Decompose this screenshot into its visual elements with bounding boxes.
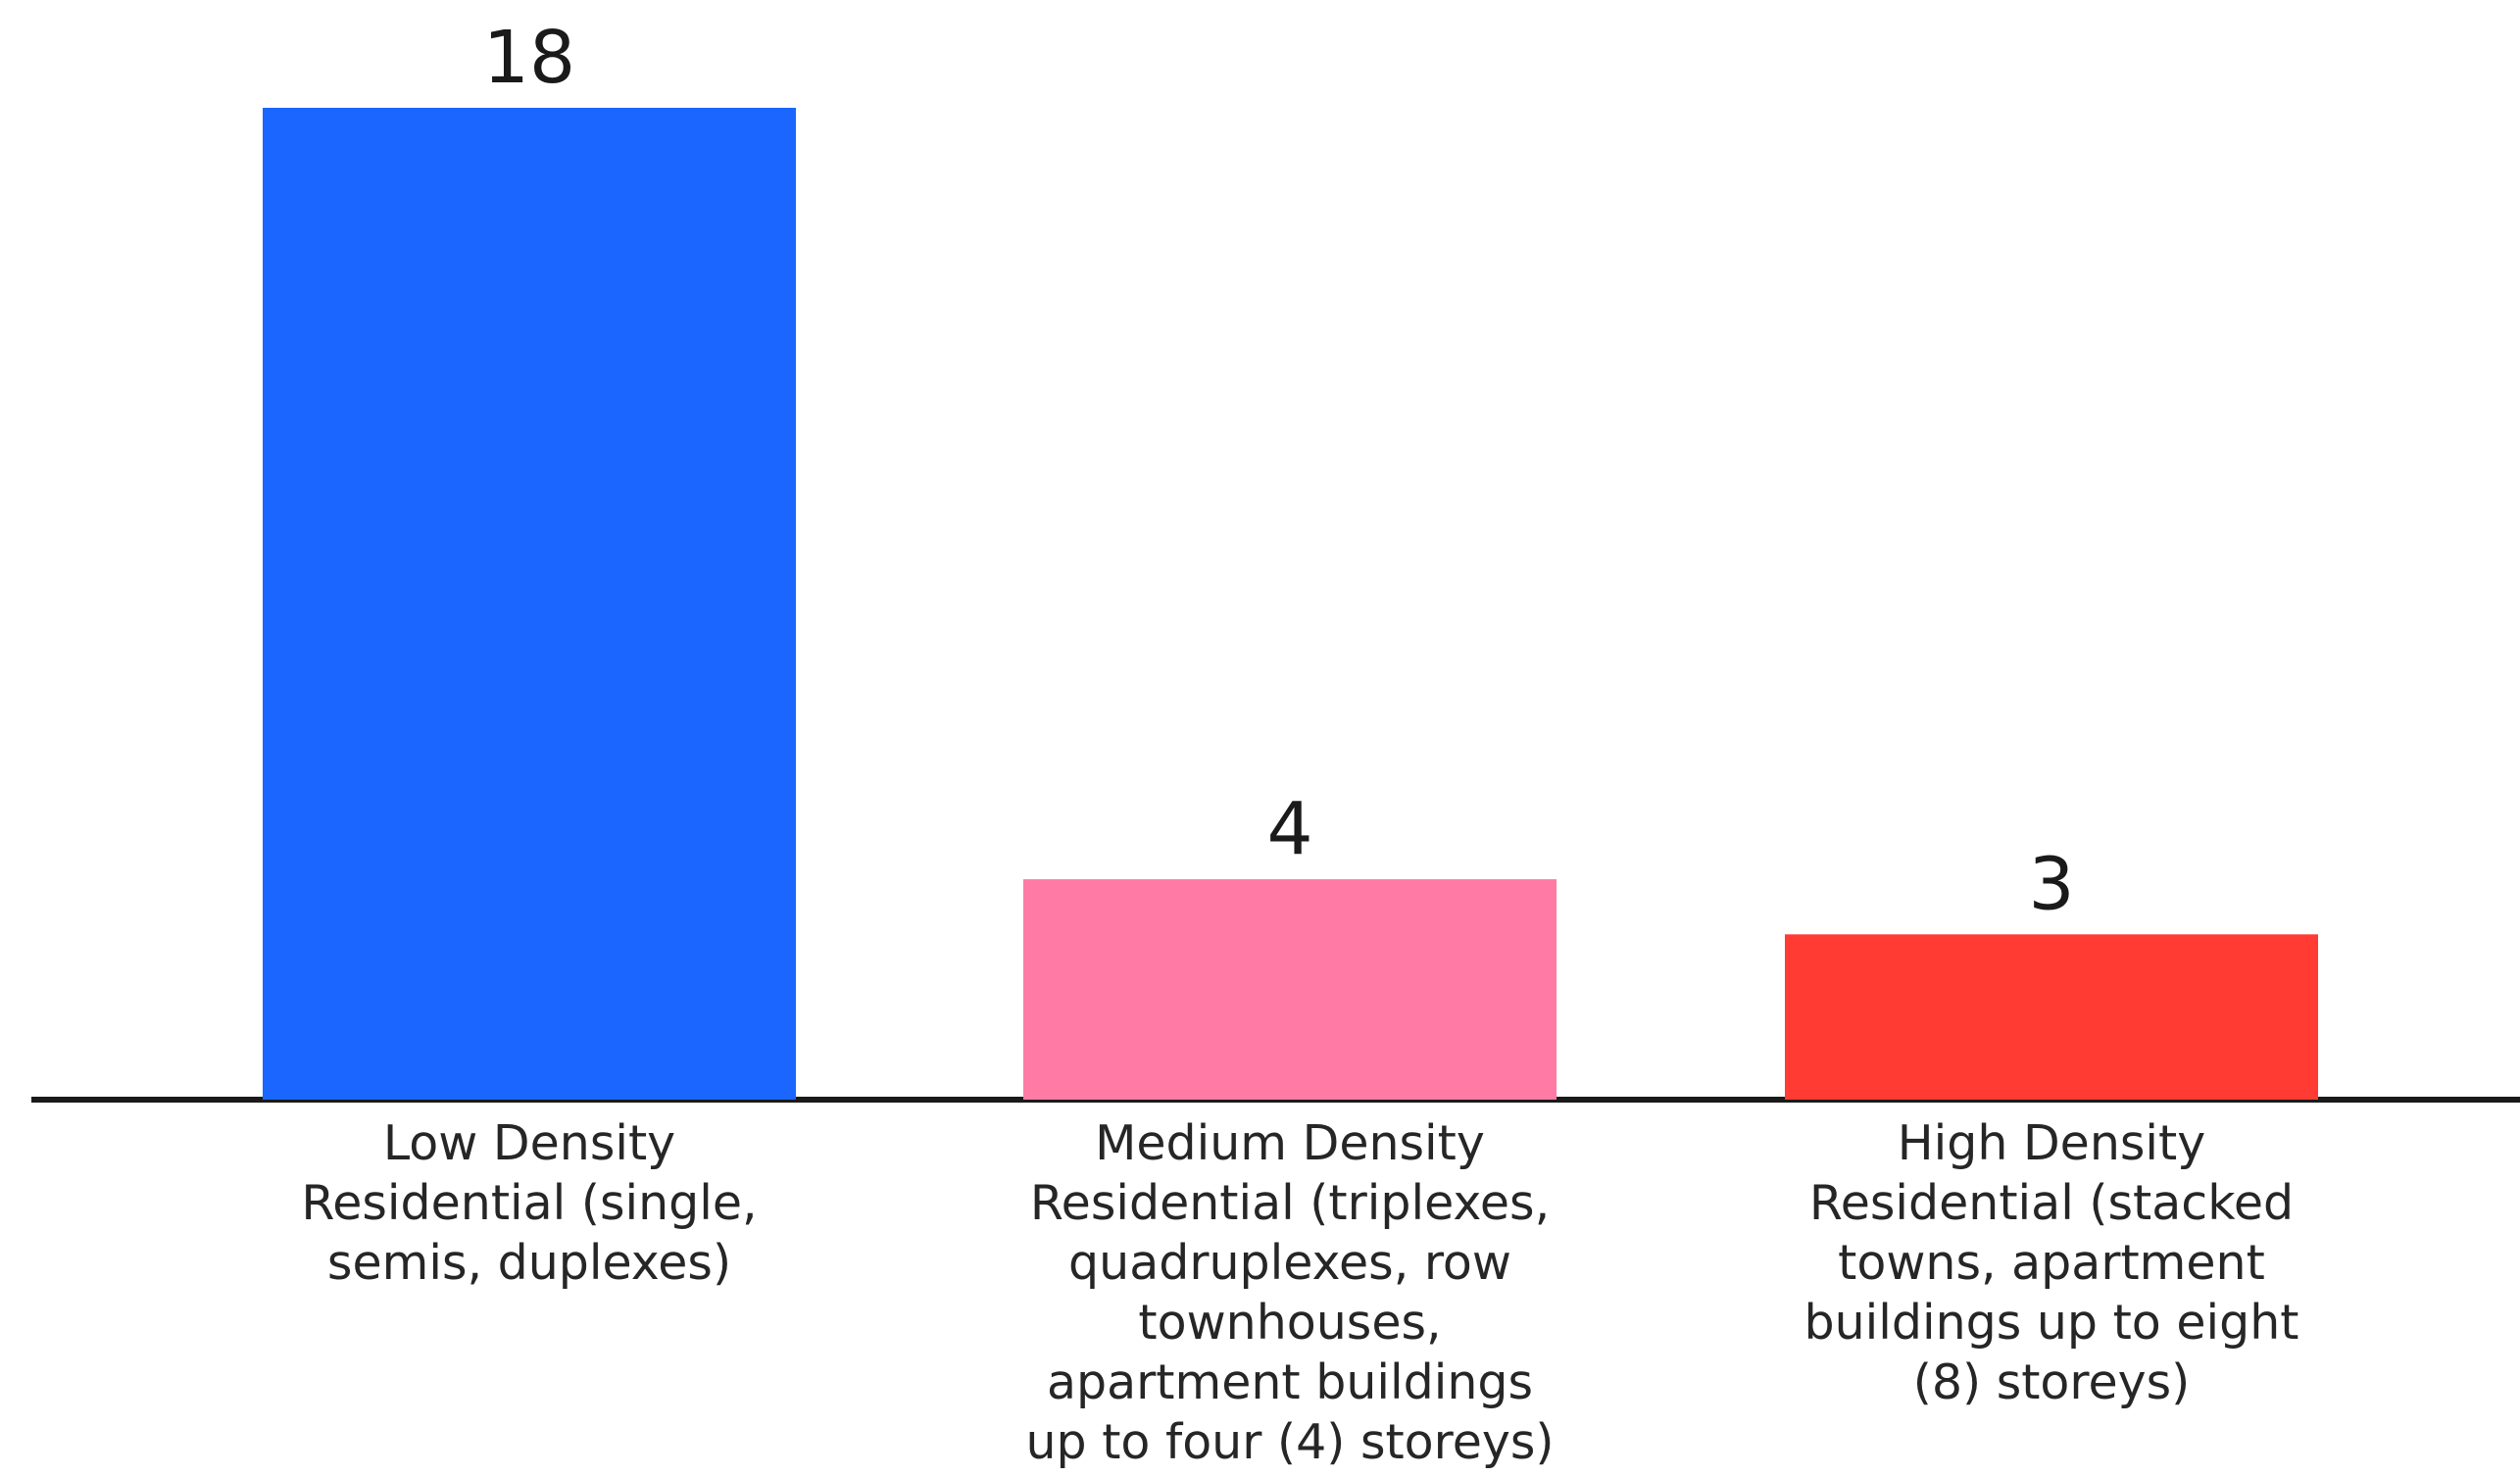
category-label-line: Residential (triplexes, [1030,1175,1550,1231]
category-label-3: High Density Residential (stacked towns, a… [1804,1115,2298,1410]
category-label-line: High Density [1898,1115,2205,1171]
category-label-line: Medium Density [1095,1115,1485,1171]
category-label-line: Residential (stacked [1809,1175,2294,1231]
bar-1 [263,108,796,1100]
category-label-1: Low Density Residential (single, semis, du… [301,1115,757,1291]
category-label-line: apartment buildings [1047,1354,1533,1410]
data-label-3: 3 [2028,842,2074,926]
category-label-line: (8) storeys) [1913,1354,2191,1410]
data-label-2: 4 [1266,787,1312,871]
category-label-line: buildings up to eight [1804,1295,2298,1351]
category-label-line: semis, duplexes) [327,1235,731,1291]
bar-3 [1785,934,2318,1100]
category-label-line: up to four (4) storeys) [1025,1414,1554,1470]
category-label-line: Low Density [383,1115,675,1171]
bar-2 [1023,879,1556,1100]
category-label-line: towns, apartment [1838,1235,2265,1291]
category-label-line: Residential (single, [301,1175,757,1231]
category-label-line: quadruplexes, row [1068,1235,1511,1291]
category-label-line: townhouses, [1138,1295,1441,1351]
data-label-1: 18 [483,16,575,100]
category-label-2: Medium Density Residential (triplexes, qua… [1025,1115,1554,1470]
